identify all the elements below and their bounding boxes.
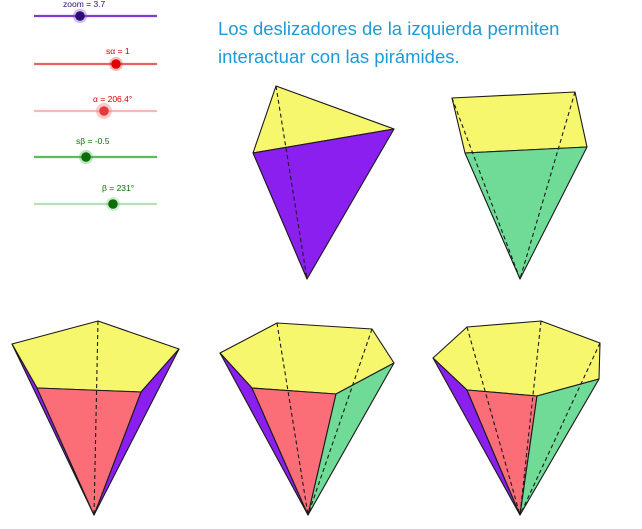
s-beta-slider[interactable]: sβ = -0.5 bbox=[34, 136, 157, 164]
zoom-slider-label: zoom = 3.7 bbox=[63, 0, 106, 9]
pyramid-pentagonal bbox=[11, 320, 180, 516]
s-alpha-slider[interactable]: sα = 1 bbox=[34, 46, 157, 71]
s-beta-slider-label: sβ = -0.5 bbox=[76, 136, 110, 146]
zoom-slider[interactable]: zoom = 3.7 bbox=[34, 0, 157, 23]
beta-slider[interactable]: β = 231° bbox=[34, 183, 157, 211]
alpha-slider-label: α = 206.4° bbox=[93, 94, 132, 104]
alpha-slider[interactable]: α = 206.4° bbox=[34, 94, 157, 119]
pyramid-triangular bbox=[252, 85, 395, 280]
hidden-edge bbox=[466, 326, 521, 516]
hidden-edge bbox=[93, 320, 99, 516]
hidden-edge bbox=[275, 85, 308, 280]
zoom-slider-knob-core[interactable] bbox=[75, 11, 85, 21]
beta-slider-label: β = 231° bbox=[102, 183, 134, 193]
pyramid-square bbox=[451, 91, 588, 280]
hidden-edge bbox=[519, 320, 542, 516]
pyramid-side-face bbox=[36, 387, 142, 516]
alpha-slider-knob-core[interactable] bbox=[99, 106, 109, 116]
pyramid-side-face bbox=[307, 362, 395, 516]
hidden-edge bbox=[276, 322, 309, 516]
hidden-edge bbox=[451, 97, 521, 280]
s-beta-slider-knob-core[interactable] bbox=[81, 152, 91, 162]
hidden-edge bbox=[307, 328, 373, 516]
pyramid-hexagonal bbox=[219, 322, 395, 516]
pyramid-top-face bbox=[451, 91, 588, 154]
hidden-edge bbox=[519, 342, 601, 516]
pyramid-side-face bbox=[252, 128, 395, 280]
hidden-edge bbox=[519, 91, 576, 280]
pyramid-side-face bbox=[464, 146, 588, 280]
s-alpha-slider-label: sα = 1 bbox=[106, 46, 130, 56]
s-alpha-slider-knob-core[interactable] bbox=[111, 59, 121, 69]
description-line-2: interactuar con las pirámides. bbox=[218, 46, 460, 67]
beta-slider-knob-core[interactable] bbox=[108, 199, 118, 209]
description-text: Los deslizadores de la izquierda permite… bbox=[218, 15, 628, 71]
pyramid-heptagonal bbox=[432, 320, 601, 516]
slider-panel: zoom = 3.7 sα = 1 α = 206.4° sβ = -0.5 β… bbox=[34, 0, 157, 211]
pyramid-side-face bbox=[519, 378, 600, 516]
description-line-1: Los deslizadores de la izquierda permite… bbox=[218, 18, 560, 39]
